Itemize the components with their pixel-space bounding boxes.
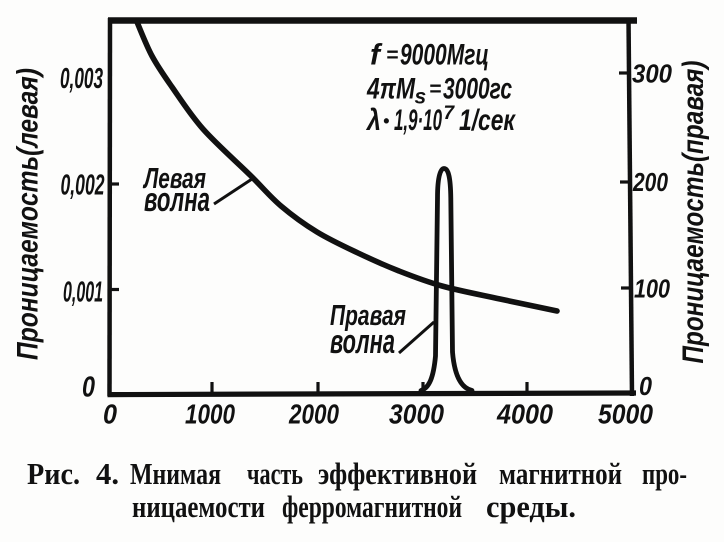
- svg-text:магнитной: магнитной: [499, 456, 622, 491]
- svg-text:0: 0: [639, 371, 652, 401]
- svg-text:Левая: Левая: [143, 163, 206, 195]
- svg-text:0,002: 0,002: [61, 170, 105, 202]
- svg-text:Рис.: Рис.: [27, 456, 80, 491]
- svg-text:волна: волна: [144, 181, 210, 219]
- svg-text:про-: про-: [642, 456, 687, 491]
- svg-text:ницаемости: ницаемости: [132, 489, 265, 524]
- svg-text:волна: волна: [330, 323, 395, 361]
- svg-text:5000: 5000: [598, 399, 653, 430]
- svg-text:Проницаемость(левая): Проницаемость(левая): [12, 68, 45, 360]
- svg-text:ферромагнитной: ферромагнитной: [282, 489, 462, 524]
- svg-text:=: =: [386, 44, 398, 67]
- svg-text:1000: 1000: [185, 399, 235, 430]
- svg-text:1/сек: 1/сек: [459, 104, 516, 137]
- svg-text:7: 7: [444, 103, 456, 124]
- svg-text:среды.: среды.: [486, 489, 576, 524]
- svg-text:=: =: [429, 78, 441, 101]
- svg-text:0: 0: [103, 399, 117, 430]
- svg-text:λ: λ: [365, 104, 381, 137]
- svg-text:9000Мгц: 9000Мгц: [400, 39, 489, 72]
- svg-text:4000: 4000: [496, 399, 553, 430]
- svg-text:f: f: [370, 39, 383, 72]
- svg-text:0,001: 0,001: [63, 277, 103, 309]
- svg-text:часть: часть: [247, 456, 303, 491]
- svg-text:100: 100: [634, 274, 670, 304]
- svg-text:0,003: 0,003: [60, 63, 103, 95]
- svg-text:эффективной: эффективной: [318, 456, 477, 491]
- svg-text:200: 200: [632, 167, 668, 197]
- svg-text:Правая: Правая: [330, 300, 406, 332]
- svg-text:s: s: [415, 86, 427, 109]
- svg-text:0: 0: [82, 372, 95, 404]
- svg-text:3000: 3000: [389, 399, 444, 430]
- svg-text:2000: 2000: [288, 399, 339, 430]
- svg-text:4πM: 4πM: [366, 73, 416, 106]
- svg-text:1,9·10: 1,9·10: [394, 104, 442, 137]
- svg-text:4.: 4.: [96, 456, 119, 491]
- svg-text:Проницаемость(правая): Проницаемость(правая): [677, 60, 710, 363]
- svg-text:•: •: [383, 111, 389, 131]
- svg-text:300: 300: [632, 59, 672, 89]
- svg-text:3000гс: 3000гс: [443, 73, 512, 106]
- svg-text:Мнимая: Мнимая: [130, 456, 221, 491]
